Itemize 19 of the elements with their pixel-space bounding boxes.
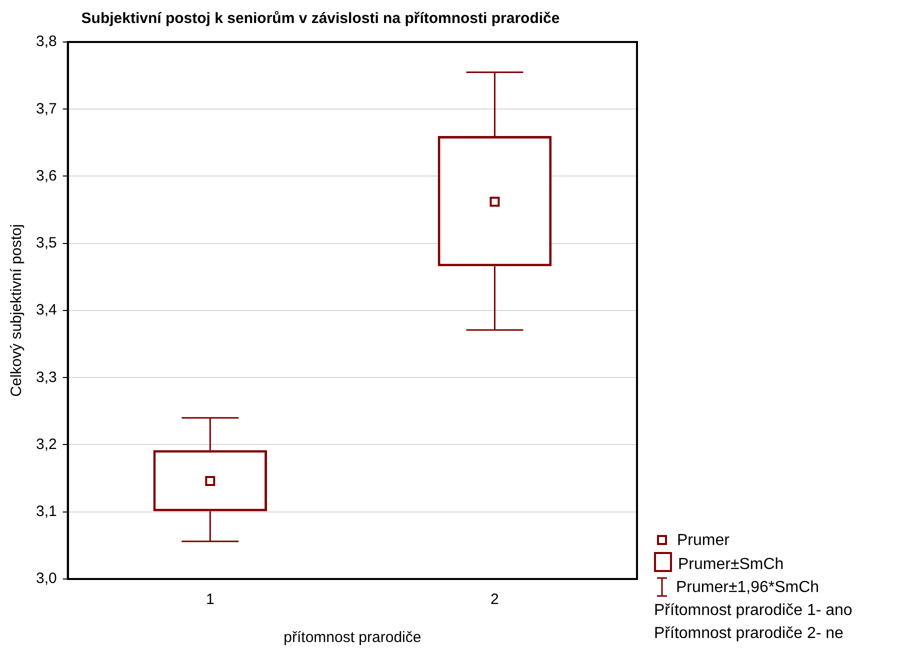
y-tick-label: 3,4	[36, 302, 57, 319]
y-tick-label: 3,3	[36, 368, 57, 386]
y-tick-label: 3,8	[36, 33, 57, 50]
x-tick-label: 2	[490, 591, 499, 608]
x-axis-title: přítomnost prarodiče	[284, 629, 422, 646]
text: Prumer±SmCh	[678, 556, 784, 573]
y-tick-label: 3,6	[36, 167, 57, 184]
y-axis-title: Celkový subjektivní postoj	[8, 224, 26, 397]
text: Přítomnost prarodiče 2- ne	[654, 625, 844, 642]
text: Prumer±1,96*SmCh	[676, 579, 820, 596]
y-tick-label: 3,1	[36, 503, 57, 520]
chart-title: Subjektivní postoj k seniorům v závislosti na přítomnosti prarodiče	[81, 10, 560, 28]
x-tick-label: 1	[206, 591, 214, 608]
y-tick-label: 3,5	[36, 234, 57, 252]
y-tick-label: 3,0	[36, 570, 57, 588]
text: Přítomnost prarodiče 1- ano	[654, 602, 852, 619]
y-tick-label: 3,7	[36, 100, 57, 118]
y-tick-label: 3,2	[36, 436, 57, 453]
text: Prumer	[677, 532, 730, 549]
